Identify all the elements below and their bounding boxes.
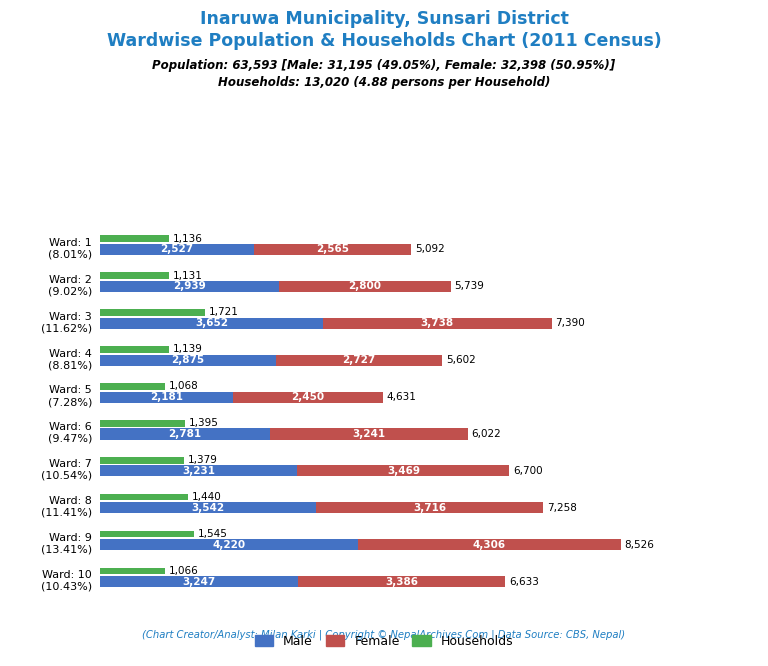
- Bar: [280, 281, 451, 292]
- Text: Households: 13,020 (4.88 persons per Household): Households: 13,020 (4.88 persons per Hou…: [218, 76, 550, 89]
- Bar: [100, 539, 358, 550]
- Text: Wardwise Population & Households Chart (2011 Census): Wardwise Population & Households Chart (…: [107, 32, 661, 50]
- Bar: [358, 539, 621, 550]
- Text: 1,131: 1,131: [173, 270, 203, 280]
- Text: Population: 63,593 [Male: 31,195 (49.05%), Female: 32,398 (50.95%)]: Population: 63,593 [Male: 31,195 (49.05%…: [152, 59, 616, 72]
- Text: 1,440: 1,440: [191, 492, 221, 502]
- Bar: [254, 244, 411, 255]
- Bar: [100, 383, 165, 390]
- Text: 2,800: 2,800: [349, 281, 382, 291]
- Text: 4,631: 4,631: [386, 392, 416, 402]
- Text: 1,545: 1,545: [198, 529, 228, 539]
- Text: 3,738: 3,738: [421, 318, 454, 328]
- Text: 3,241: 3,241: [353, 429, 386, 439]
- Bar: [100, 281, 280, 292]
- Text: 3,386: 3,386: [386, 577, 419, 587]
- Text: 5,739: 5,739: [455, 281, 484, 291]
- Text: 2,565: 2,565: [316, 244, 349, 254]
- Bar: [100, 346, 170, 353]
- Text: 1,395: 1,395: [189, 418, 219, 428]
- Bar: [100, 272, 169, 279]
- Text: 1,136: 1,136: [173, 234, 203, 244]
- Bar: [100, 428, 270, 440]
- Text: 6,700: 6,700: [513, 466, 543, 476]
- Text: 2,875: 2,875: [171, 355, 204, 365]
- Bar: [100, 354, 276, 366]
- Bar: [100, 309, 205, 316]
- Bar: [100, 420, 185, 427]
- Text: 8,526: 8,526: [624, 539, 654, 549]
- Text: 4,220: 4,220: [212, 539, 246, 549]
- Text: 4,306: 4,306: [473, 539, 506, 549]
- Text: 2,939: 2,939: [174, 281, 206, 291]
- Bar: [100, 244, 254, 255]
- Text: 5,092: 5,092: [415, 244, 445, 254]
- Bar: [270, 428, 468, 440]
- Bar: [100, 318, 323, 329]
- Bar: [298, 576, 505, 587]
- Bar: [100, 457, 184, 464]
- Text: 2,450: 2,450: [292, 392, 325, 402]
- Text: 5,602: 5,602: [446, 355, 475, 365]
- Bar: [100, 567, 165, 574]
- Text: 3,652: 3,652: [195, 318, 228, 328]
- Text: 1,139: 1,139: [173, 344, 203, 354]
- Text: 3,716: 3,716: [413, 503, 446, 513]
- Bar: [276, 354, 442, 366]
- Text: 2,727: 2,727: [343, 355, 376, 365]
- Text: 2,527: 2,527: [161, 244, 194, 254]
- Text: 1,721: 1,721: [209, 308, 239, 318]
- Bar: [233, 392, 383, 402]
- Text: 7,390: 7,390: [555, 318, 585, 328]
- Text: 1,379: 1,379: [188, 455, 217, 465]
- Text: 3,469: 3,469: [387, 466, 420, 476]
- Bar: [297, 466, 509, 476]
- Text: 1,068: 1,068: [169, 382, 199, 392]
- Bar: [316, 502, 544, 513]
- Legend: Male, Female, Households: Male, Female, Households: [250, 630, 518, 653]
- Bar: [323, 318, 551, 329]
- Text: 1,066: 1,066: [169, 566, 198, 576]
- Bar: [100, 531, 194, 537]
- Text: 6,022: 6,022: [472, 429, 502, 439]
- Bar: [100, 494, 188, 500]
- Text: 7,258: 7,258: [547, 503, 577, 513]
- Bar: [100, 576, 298, 587]
- Text: 2,781: 2,781: [168, 429, 201, 439]
- Text: Inaruwa Municipality, Sunsari District: Inaruwa Municipality, Sunsari District: [200, 10, 568, 28]
- Text: 3,247: 3,247: [183, 577, 216, 587]
- Text: 3,542: 3,542: [191, 503, 225, 513]
- Bar: [100, 502, 316, 513]
- Text: 2,181: 2,181: [150, 392, 183, 402]
- Text: 3,231: 3,231: [182, 466, 215, 476]
- Bar: [100, 466, 297, 476]
- Text: (Chart Creator/Analyst: Milan Karki | Copyright © NepalArchives.Com | Data Sourc: (Chart Creator/Analyst: Milan Karki | Co…: [142, 629, 626, 640]
- Text: 6,633: 6,633: [509, 577, 539, 587]
- Bar: [100, 235, 169, 242]
- Bar: [100, 392, 233, 402]
